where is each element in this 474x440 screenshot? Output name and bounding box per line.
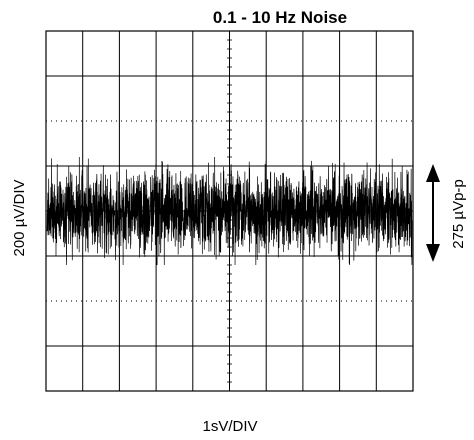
- noise-trace: [46, 156, 413, 266]
- peak-to-peak-label: 275 µVp-p: [450, 179, 467, 249]
- peak-to-peak-arrow: [426, 164, 440, 262]
- arrow-up-icon: [426, 164, 440, 182]
- y-axis-label: 200 µV/DIV: [11, 179, 28, 256]
- chart-title: 0.1 - 10 Hz Noise: [213, 8, 347, 27]
- x-axis-label: 1sV/DIV: [202, 418, 257, 435]
- noise-trace-line: [46, 156, 413, 266]
- arrow-down-icon: [426, 244, 440, 262]
